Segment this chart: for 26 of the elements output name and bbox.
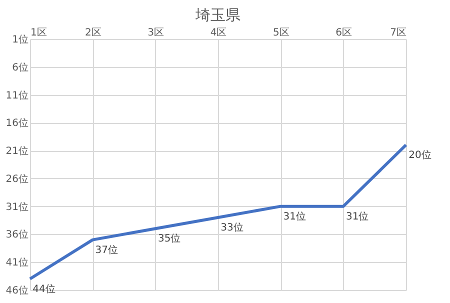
- y-tick-label: 1位: [12, 34, 28, 46]
- data-label: 37位: [95, 244, 118, 256]
- data-label: 20位: [408, 148, 432, 161]
- data-label: 31位: [283, 210, 306, 222]
- y-tick-label: 16位: [6, 117, 28, 130]
- y-tick-label: 46位: [6, 284, 28, 296]
- y-tick-label: 31位: [6, 200, 28, 213]
- y-tick-label: 36位: [6, 228, 28, 241]
- data-label: 33位: [220, 221, 244, 234]
- line-series: [28, 143, 408, 280]
- x-tick-label: 1区: [30, 28, 47, 38]
- x-tick-label: 4区: [210, 28, 227, 38]
- y-tick-label: 41位: [6, 256, 28, 269]
- x-tick-label: 3区: [148, 28, 164, 38]
- data-label: 44位: [32, 282, 56, 295]
- y-tick-label: 6位: [12, 61, 28, 74]
- x-tick-label: 2区: [84, 28, 102, 38]
- y-tick-label: 21位: [6, 145, 28, 158]
- x-tick-label: 5区: [272, 28, 290, 38]
- y-tick-label: 11位: [6, 89, 28, 102]
- y-tick-label: 26位: [6, 172, 28, 185]
- x-tick-label: 7区: [390, 28, 406, 38]
- x-tick-label: 6区: [336, 28, 352, 38]
- data-label: 31位: [346, 210, 369, 222]
- chart-title: 埼玉県: [194, 6, 240, 24]
- data-label: 35位: [158, 232, 181, 245]
